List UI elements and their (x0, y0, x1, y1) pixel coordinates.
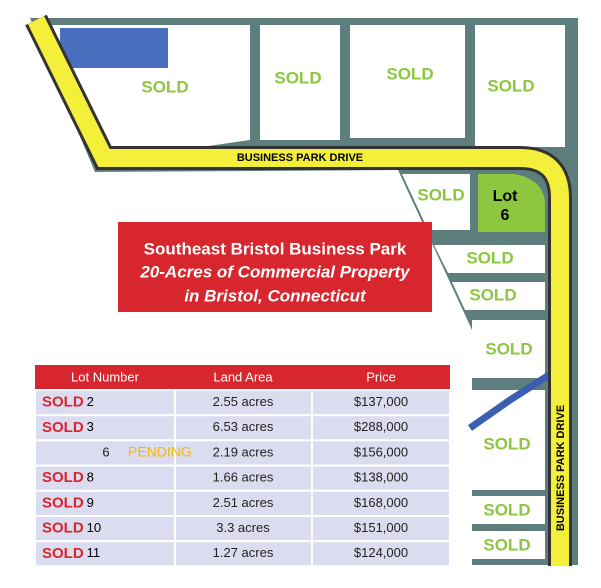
table-cell (174, 464, 313, 492)
land-area: 6.53 acres (213, 419, 274, 434)
lot (472, 496, 545, 524)
table-cell (311, 439, 451, 467)
price: $124,000 (354, 545, 408, 560)
lot (472, 531, 545, 559)
lot-status: SOLD (469, 285, 516, 304)
lot-number: 10 (87, 520, 101, 535)
lot-number: 3 (87, 419, 94, 434)
land-area: 2.55 acres (213, 394, 274, 409)
lot-status: SOLD (386, 64, 433, 83)
lot-number: 2 (87, 394, 94, 409)
lot-status: SOLD (42, 520, 84, 537)
table-cell (311, 414, 451, 442)
lot (434, 245, 545, 273)
creek (467, 365, 562, 431)
building (60, 28, 168, 68)
lot-status: SOLD (483, 500, 530, 519)
lot (452, 282, 545, 310)
table-cell (174, 389, 313, 417)
lot-status: SOLD (485, 339, 532, 358)
lot-6 (478, 174, 545, 232)
header-cell: Lot Number (71, 369, 140, 384)
table-cell (34, 540, 176, 568)
lot-number: 9 (87, 495, 94, 510)
price: $168,000 (354, 495, 408, 510)
price: $138,000 (354, 470, 408, 485)
table-cell (34, 515, 176, 543)
lot (475, 25, 565, 147)
table-cell (174, 489, 313, 517)
lot-status: SOLD (417, 185, 464, 204)
header-cell: Price (366, 369, 396, 384)
table-cell (34, 414, 176, 442)
lot-status: SOLD (483, 434, 530, 453)
banner-title: Southeast Bristol Business Park (144, 239, 407, 258)
road-label: BUSINESS PARK DRIVE (237, 152, 363, 164)
lot-status: SOLD (274, 68, 321, 87)
banner-subtitle: 20-Acres of Commercial Property (139, 262, 411, 281)
banner-subtitle: in Bristol, Connecticut (184, 286, 367, 305)
price: $151,000 (354, 520, 408, 535)
lot-number: 8 (87, 470, 94, 485)
lot-6-label: Lot (493, 188, 519, 205)
lot-status: PENDING (128, 444, 192, 460)
lot-status: SOLD (42, 394, 84, 411)
lot-status: SOLD (141, 77, 188, 96)
lot (260, 25, 340, 140)
lot-6-label: 6 (501, 207, 510, 224)
lot (350, 25, 465, 138)
land-area: 2.51 acres (213, 495, 274, 510)
price: $156,000 (354, 444, 408, 459)
table-cell (174, 540, 313, 568)
land-area: 3.3 acres (216, 520, 270, 535)
price: $137,000 (354, 394, 408, 409)
land-area: 2.19 acres (213, 444, 274, 459)
lot-number: 11 (87, 545, 101, 560)
table-cell (34, 464, 176, 492)
header-cell: Land Area (213, 369, 273, 384)
table-cell (311, 489, 451, 517)
land-area: 1.66 acres (213, 470, 274, 485)
lot (402, 174, 470, 230)
lot-status: SOLD (42, 469, 84, 486)
land-area: 1.27 acres (213, 545, 274, 560)
lot-status: SOLD (487, 76, 534, 95)
table-header (35, 365, 450, 390)
lot-status: SOLD (483, 535, 530, 554)
lot-status: SOLD (42, 494, 84, 511)
lot (472, 320, 545, 378)
lot-number: 6 (102, 444, 109, 459)
lot (472, 390, 545, 490)
price-table: Lot Number Land Area Price SOLD 2 2.55 acr… (34, 365, 451, 568)
price: $288,000 (354, 419, 408, 434)
table-cell (311, 540, 451, 568)
lot-status: SOLD (42, 545, 84, 562)
table-cell (311, 389, 451, 417)
table-cell (311, 515, 451, 543)
banner (118, 222, 432, 312)
lot-status: SOLD (466, 248, 513, 267)
lot-status: SOLD (42, 419, 84, 436)
road (27, 16, 569, 566)
road-label: BUSINESS PARK DRIVE (555, 405, 567, 531)
